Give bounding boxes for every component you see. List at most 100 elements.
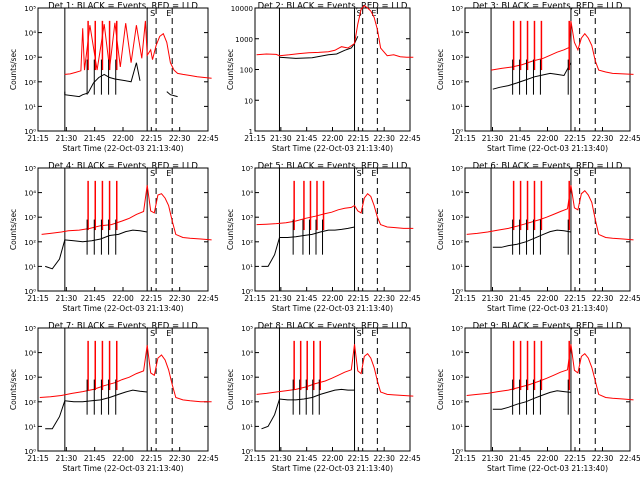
y-tick-label: 10³: [24, 374, 36, 382]
panel-title: Det 1: BLACK = Events, RED = LLD: [48, 2, 198, 12]
y-tick-label: 10⁰: [24, 288, 36, 296]
marker-label-e: E: [371, 169, 376, 178]
panel-det-5: Det 5: BLACK = Events, RED = LLD 10⁰ 10¹ 10…: [226, 162, 421, 314]
x-tick-label: 22:15: [348, 134, 370, 143]
plot-frame: [254, 7, 411, 132]
series-line-lld: [64, 20, 212, 79]
marker-label-s: S: [357, 9, 362, 18]
x-tick-label: 22:15: [348, 454, 370, 463]
series-line-lld: [466, 344, 634, 401]
y-tick-label: 10³: [451, 54, 463, 62]
x-tick-label: 22:15: [564, 134, 586, 143]
series-line-lld: [491, 20, 634, 75]
x-tick-label: 22:15: [141, 454, 163, 463]
y-tick-label: 10¹: [451, 423, 463, 431]
y-tick-label: 10³: [451, 374, 463, 382]
y-tick-label: 10³: [451, 214, 463, 222]
x-axis-label: Start Time (22-Oct-03 21:13:40): [62, 144, 183, 153]
x-tick-label: 22:30: [169, 294, 191, 303]
marker-label-e: E: [166, 9, 171, 18]
panel-det-9: Det 9: BLACK = Events, RED = LLD 10⁰ 10¹ 10…: [436, 322, 640, 474]
y-tick-label: 10⁴: [241, 350, 253, 358]
y-axis-label: Counts/sec: [9, 369, 18, 410]
plot-frame: [37, 167, 209, 292]
y-tick-label: 10⁰: [24, 448, 36, 456]
x-axis-label: Start Time (22-Oct-03 21:13:40): [62, 464, 183, 473]
plot-frame: [37, 327, 209, 452]
x-tick-label: 21:15: [244, 454, 266, 463]
y-tick-label: 10³: [24, 214, 36, 222]
x-tick-label: 21:30: [270, 134, 292, 143]
x-tick-label: 21:45: [509, 294, 531, 303]
y-axis-label: Counts/sec: [226, 209, 235, 250]
y-tick-label: 10²: [24, 239, 36, 247]
panel-title: Det 2: BLACK = Events, RED = LLD: [258, 2, 408, 12]
x-tick-label: 21:30: [270, 454, 292, 463]
x-tick-label: 21:30: [482, 134, 504, 143]
marker-label-e: E: [371, 9, 376, 18]
x-tick-label: 22:30: [592, 134, 614, 143]
marker-label-s: S: [574, 9, 579, 18]
x-tick-label: 22:00: [322, 134, 344, 143]
y-tick-label: 10000: [231, 5, 253, 13]
y-tick-label: 10³: [24, 54, 36, 62]
panel-title: Det 3: BLACK = Events, RED = LLD: [473, 2, 623, 12]
x-tick-label: 21:45: [84, 134, 106, 143]
y-axis-label: Counts/sec: [436, 209, 445, 250]
x-axis-label: Start Time (22-Oct-03 21:13:40): [62, 304, 183, 313]
x-tick-label: 22:15: [141, 294, 163, 303]
x-tick-label: 22:15: [564, 454, 586, 463]
x-tick-label: 22:15: [564, 294, 586, 303]
panel-title: Det 5: BLACK = Events, RED = LLD: [258, 162, 408, 172]
y-tick-label: 10⁵: [451, 5, 463, 13]
panel-title: Det 9: BLACK = Events, RED = LLD: [473, 322, 623, 332]
y-tick-label: 10⁴: [451, 350, 463, 358]
series-line-events: [261, 226, 355, 267]
marker-label-e: E: [589, 9, 594, 18]
marker-label-e: E: [371, 329, 376, 338]
x-tick-label: 21:45: [509, 454, 531, 463]
plot-frame: [464, 167, 631, 292]
series-line-events: [492, 229, 571, 248]
y-axis-label: Counts/sec: [9, 49, 18, 90]
x-tick-label: 21:45: [84, 294, 106, 303]
plot-frame: [464, 327, 631, 452]
y-tick-label: 10⁵: [241, 165, 253, 173]
marker-label-e: E: [166, 169, 171, 178]
series-line-events: [64, 62, 178, 98]
y-tick-label: 1000: [235, 36, 253, 44]
x-tick-label: 22:45: [197, 294, 219, 303]
x-tick-label: 22:00: [537, 134, 559, 143]
x-tick-label: 21:30: [56, 134, 78, 143]
y-tick-label: 10¹: [241, 263, 253, 271]
x-tick-label: 21:15: [244, 294, 266, 303]
x-tick-label: 22:45: [399, 134, 421, 143]
x-tick-label: 21:15: [454, 134, 476, 143]
series-line-events: [492, 62, 572, 90]
y-tick-label: 10¹: [241, 423, 253, 431]
x-tick-label: 21:15: [244, 134, 266, 143]
x-tick-label: 22:45: [197, 134, 219, 143]
x-tick-label: 21:30: [56, 294, 78, 303]
x-tick-label: 21:45: [296, 134, 318, 143]
y-tick-label: 10⁰: [451, 448, 463, 456]
y-tick-label: 10⁰: [241, 448, 253, 456]
panel-title: Det 8: BLACK = Events, RED = LLD: [258, 322, 408, 332]
y-tick-label: 100: [240, 67, 253, 75]
y-tick-label: 10⁵: [451, 325, 463, 333]
panel-det-6: Det 6: BLACK = Events, RED = LLD 10⁰ 10¹ 10…: [436, 162, 640, 314]
x-axis-label: Start Time (22-Oct-03 21:13:40): [272, 304, 393, 313]
x-tick-label: 22:00: [112, 454, 134, 463]
y-axis-label: Counts/sec: [436, 49, 445, 90]
x-tick-label: 22:45: [619, 454, 640, 463]
x-tick-label: 21:45: [84, 454, 106, 463]
x-tick-label: 22:00: [112, 134, 134, 143]
x-tick-label: 21:30: [270, 294, 292, 303]
y-tick-label: 10¹: [451, 103, 463, 111]
plot-frame: [254, 327, 411, 452]
x-tick-label: 21:15: [27, 134, 49, 143]
series-line-lld: [256, 4, 414, 58]
y-tick-label: 10⁴: [241, 190, 253, 198]
x-tick-label: 21:15: [454, 454, 476, 463]
x-tick-label: 22:45: [399, 454, 421, 463]
